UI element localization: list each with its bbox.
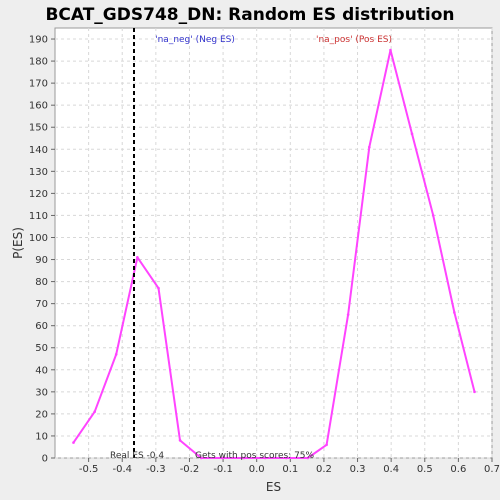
x-tick-label: 0.5 [417,464,433,475]
y-tick-label: 0 [42,454,48,465]
y-tick-label: 30 [35,387,48,398]
y-axis: 0 10 20 30 40 50 60 70 80 90 100 110 120 130 140 150 160… [29,35,55,465]
y-tick-label: 50 [35,343,48,354]
y-tick-label: 20 [35,409,48,420]
plot-area [54,27,493,459]
x-tick-label: 0.0 [249,464,265,475]
x-axis: -0.5 -0.4 -0.3 -0.2 -0.1 0.0 0.1 0.2 0.3 0.4 0.5 0.… [79,458,500,475]
y-tick-label: 190 [29,35,48,46]
x-axis-label: ES [266,480,281,494]
data-point [114,353,118,356]
data-point [431,214,435,217]
data-point [93,410,96,413]
y-tick-label: 180 [29,57,48,68]
data-point [72,441,75,444]
y-tick-label: 60 [35,321,48,332]
y-tick-label: 150 [29,123,48,134]
data-point [410,132,414,136]
y-tick-label: 100 [29,233,48,244]
es-distribution-line [72,49,476,459]
y-tick-label: 40 [35,365,48,376]
series-group [72,48,476,460]
data-point [157,286,160,290]
neg-es-legend: 'na_neg' (Neg ES) [155,35,235,45]
x-tick-label: -0.2 [180,464,200,475]
x-tick-label: 0.1 [282,464,298,475]
data-point [221,456,224,460]
pos-es-legend: 'na_pos' (Pos ES) [316,35,392,45]
x-tick-label: -0.3 [146,464,166,475]
x-tick-label: -0.5 [79,464,99,475]
y-axis-label: P(ES) [11,227,25,259]
x-tick-label: 0.7 [484,464,500,475]
data-point [136,256,139,259]
data-point [389,48,392,52]
x-tick-label: 0.3 [350,464,366,475]
data-point [284,456,288,460]
data-point [242,456,246,460]
x-tick-label: 0.2 [316,464,332,475]
y-tick-label: 10 [35,431,48,442]
y-tick-label: 170 [29,79,48,90]
y-tick-label: 120 [29,189,48,200]
y-tick-label: 140 [29,145,48,156]
y-tick-label: 110 [29,211,48,222]
data-point [368,145,371,149]
y-tick-label: 80 [35,277,48,288]
chart-title: BCAT_GDS748_DN: Random ES distribution [45,5,454,25]
y-tick-label: 90 [35,255,48,266]
data-point [346,313,350,316]
grid-lines [55,28,493,459]
data-point [325,443,328,447]
real-es-label: Real ES -0.4 [110,451,164,461]
y-tick-label: 130 [29,167,48,178]
x-tick-label: -0.1 [213,464,233,475]
y-tick-label: 70 [35,299,48,310]
x-tick-label: -0.4 [112,464,132,475]
x-tick-label: 0.4 [383,464,399,475]
data-point [263,456,267,460]
x-tick-label: 0.6 [450,464,466,475]
data-point [199,456,203,460]
data-point [453,311,456,314]
pos-scores-label: Gets with pos scores: 75% [195,451,315,461]
data-point [178,439,182,442]
y-tick-label: 160 [29,101,48,112]
data-point [473,390,476,394]
data-point [306,456,310,460]
